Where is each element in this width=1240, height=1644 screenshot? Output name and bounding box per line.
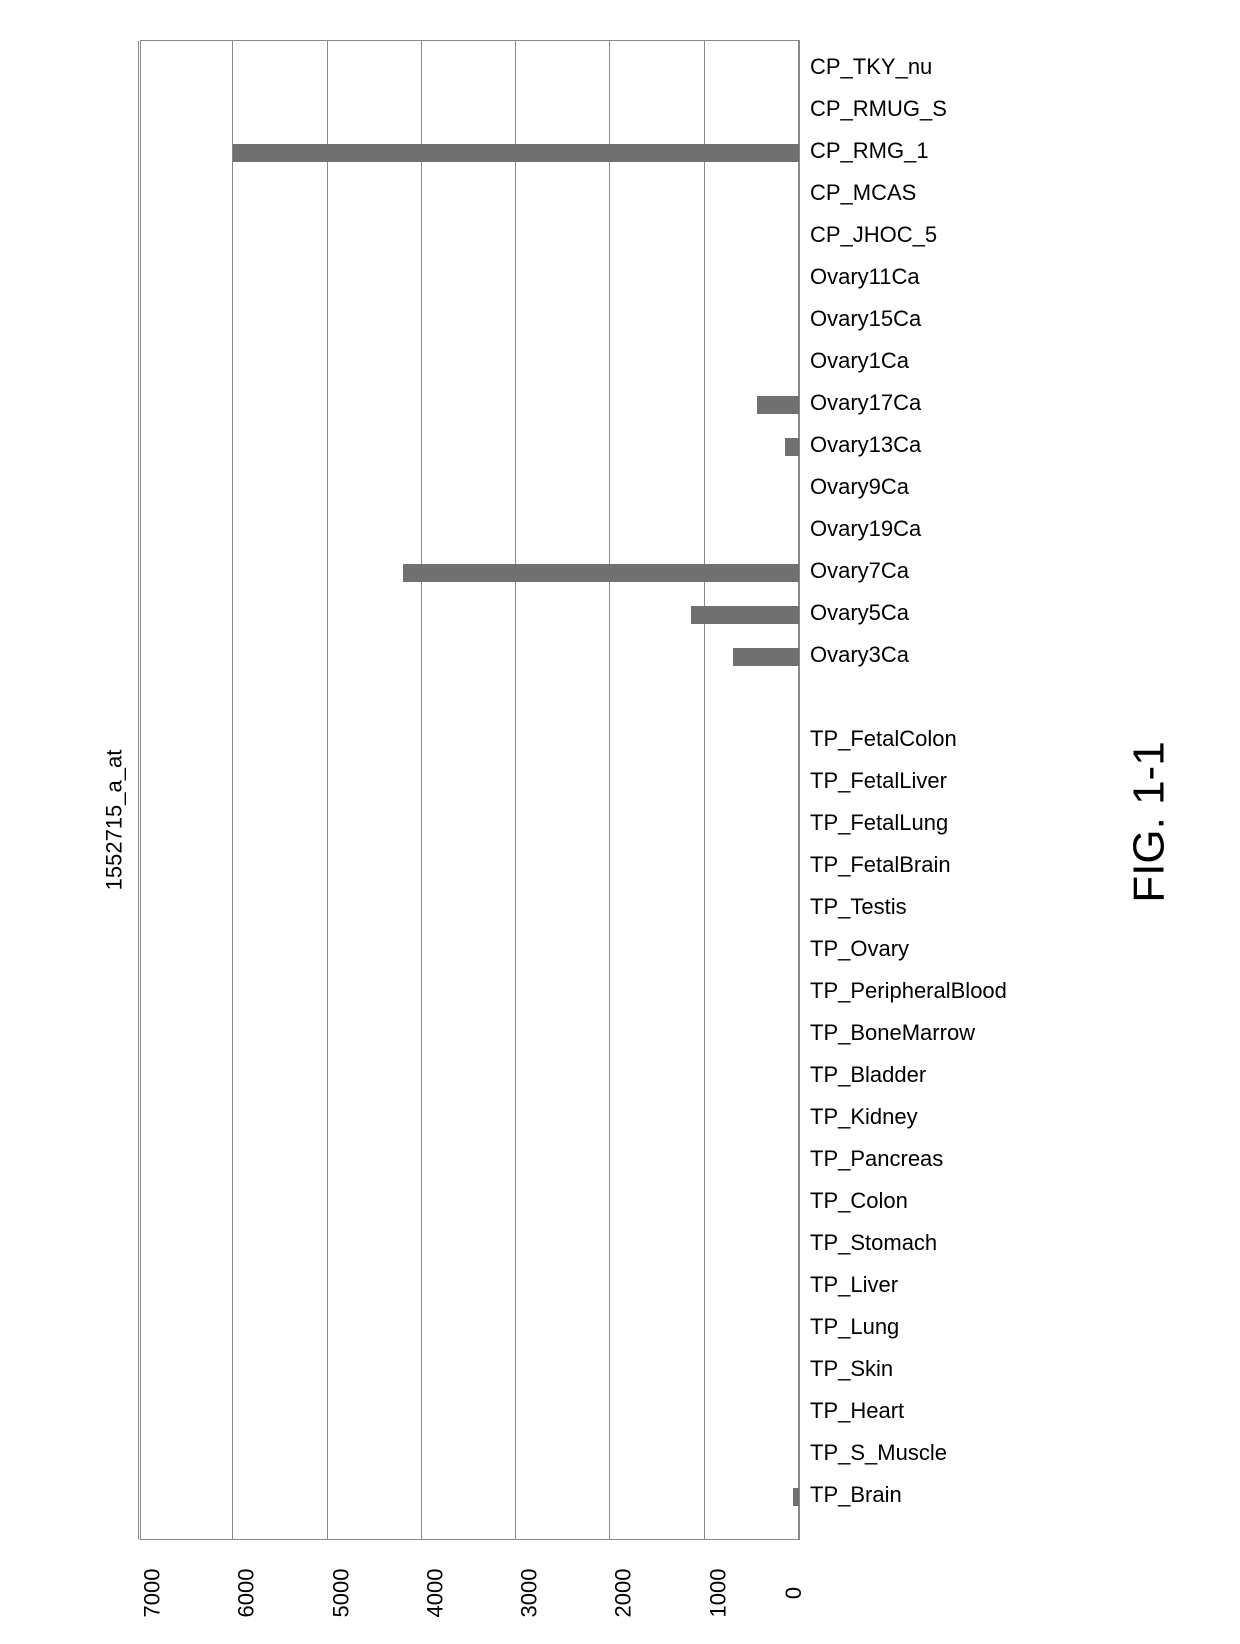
gridline: [421, 41, 422, 1539]
bar-row: [141, 606, 799, 624]
bar: [403, 564, 799, 582]
gridline: [609, 41, 610, 1539]
gridline: [704, 41, 705, 1539]
category-label: CP_RMUG_S: [810, 98, 947, 120]
category-label: TP_Stomach: [810, 1232, 937, 1254]
category-label: Ovary17Ca: [810, 392, 921, 414]
category-label: TP_Kidney: [810, 1106, 918, 1128]
category-label: TP_Liver: [810, 1274, 898, 1296]
page: 1552715_a_at CP_TKY_nuCP_RMUG_SCP_RMG_1C…: [0, 0, 1240, 1644]
category-label: Ovary3Ca: [810, 644, 909, 666]
bar: [793, 1488, 799, 1506]
bar-row: [141, 564, 799, 582]
category-label: TP_Brain: [810, 1484, 902, 1506]
category-label: Ovary11Ca: [810, 266, 920, 288]
category-label: Ovary19Ca: [810, 518, 921, 540]
category-label: TP_FetalLiver: [810, 770, 947, 792]
bar-row: [141, 396, 799, 414]
bar-row: [141, 648, 799, 666]
chart-container: 1552715_a_at CP_TKY_nuCP_RMUG_SCP_RMG_1C…: [80, 40, 1100, 1600]
category-labels: CP_TKY_nu CP_RMUG_S CP_RMG_1 CP_MCAS CP_JHOC…: [810, 40, 1080, 1540]
category-label: CP_MCAS: [810, 182, 916, 204]
category-label: TP_FetalBrain: [810, 854, 951, 876]
category-label: CP_RMG_1: [810, 140, 929, 162]
gridline: [138, 41, 139, 1539]
plot-area: [140, 40, 800, 1540]
category-label: TP_Bladder: [810, 1064, 926, 1086]
x-tick-label: 3000: [517, 1569, 543, 1618]
category-label: Ovary7Ca: [810, 560, 909, 582]
x-tick-label: 4000: [422, 1569, 448, 1618]
bar-row: [141, 1488, 799, 1506]
chart-title: 1552715_a_at: [101, 750, 127, 891]
x-tick-label: 6000: [234, 1569, 260, 1618]
bar-row: [141, 438, 799, 456]
category-label: TP_Lung: [810, 1316, 899, 1338]
bar: [233, 144, 799, 162]
category-label: Ovary13Ca: [810, 434, 921, 456]
x-tick-label: 0: [781, 1587, 807, 1599]
x-tick-label: 7000: [139, 1569, 165, 1618]
category-label: TP_Testis: [810, 896, 907, 918]
category-label: TP_Colon: [810, 1190, 908, 1212]
category-label: Ovary9Ca: [810, 476, 909, 498]
category-label: Ovary15Ca: [810, 308, 921, 330]
category-label: TP_Ovary: [810, 938, 909, 960]
x-tick-label: 5000: [328, 1569, 354, 1618]
gridline: [327, 41, 328, 1539]
bar: [691, 606, 799, 624]
category-label: TP_PeripheralBlood: [810, 980, 1007, 1002]
x-tick-label: 1000: [705, 1569, 731, 1618]
bar: [785, 438, 799, 456]
category-label: TP_S_Muscle: [810, 1442, 947, 1464]
x-tick-label: 2000: [611, 1569, 637, 1618]
category-label: Ovary5Ca: [810, 602, 909, 624]
category-label: TP_Pancreas: [810, 1148, 943, 1170]
category-label: TP_Skin: [810, 1358, 893, 1380]
category-label: TP_FetalLung: [810, 812, 948, 834]
category-label: Ovary1Ca: [810, 350, 909, 372]
bar-row: [141, 144, 799, 162]
category-label: TP_Heart: [810, 1400, 904, 1422]
gridline: [515, 41, 516, 1539]
category-label: TP_BoneMarrow: [810, 1022, 975, 1044]
bar: [757, 396, 799, 414]
bar: [733, 648, 799, 666]
category-label: CP_TKY_nu: [810, 56, 932, 78]
category-label: CP_JHOC_5: [810, 224, 937, 246]
gridline: [798, 41, 799, 1539]
x-axis-ticks: 01000200030004000500060007000: [140, 1550, 800, 1610]
gridline: [232, 41, 233, 1539]
figure-label: FIG. 1-1: [1124, 741, 1174, 902]
category-label: TP_FetalColon: [810, 728, 957, 750]
